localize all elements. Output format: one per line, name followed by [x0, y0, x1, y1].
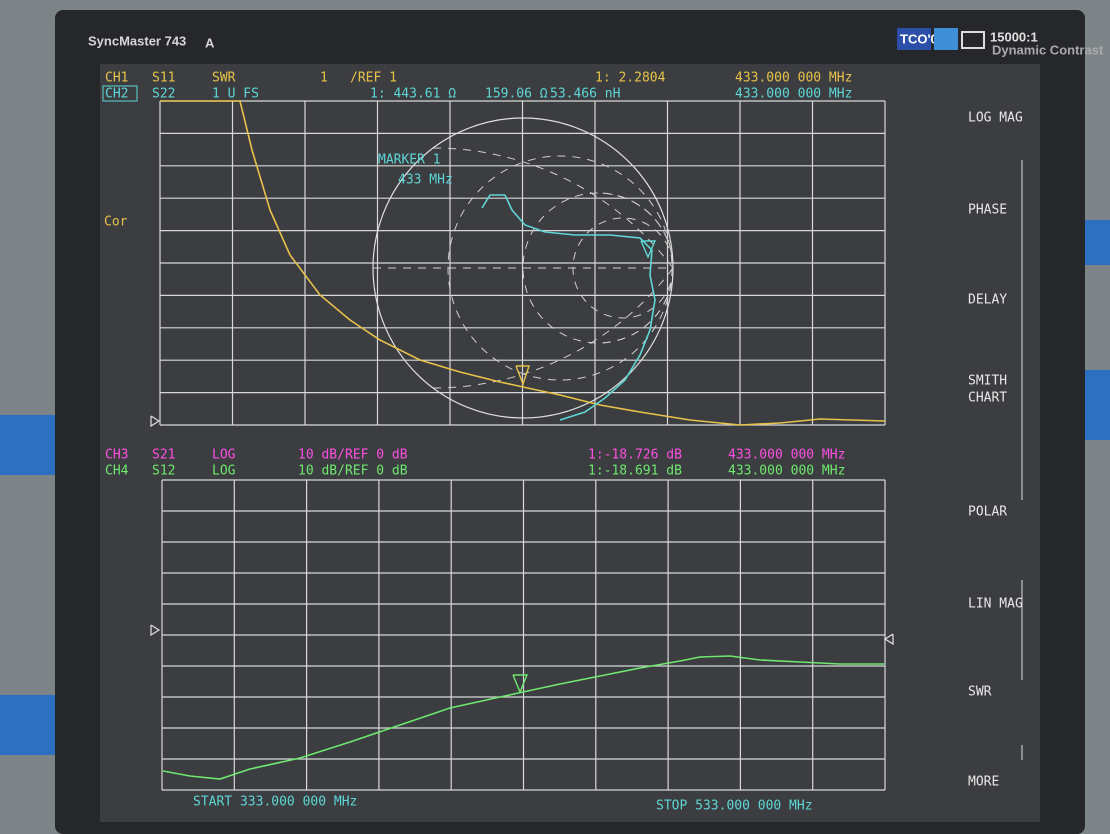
marker-readout: 1:-18.726 dB	[588, 448, 682, 463]
format: LOG	[212, 448, 236, 463]
marker-arrow	[640, 240, 657, 259]
ref: /REF 1	[350, 71, 397, 86]
bin	[0, 415, 60, 475]
ref-arrow	[883, 633, 894, 646]
contrast-caption: Dynamic Contrast	[992, 42, 1104, 57]
softkey-label: MORE	[968, 775, 999, 790]
energy-logo	[934, 28, 958, 50]
brand: SyncMaster 743	[88, 33, 186, 48]
format: LOG	[212, 464, 236, 479]
active-channel-box	[102, 85, 138, 102]
softkey-label: LOG MAG	[968, 111, 1023, 126]
bin	[0, 695, 60, 755]
upper-graticule	[159, 100, 886, 426]
format: 1 U FS	[212, 87, 259, 102]
contrast: 15000:1	[990, 29, 1038, 44]
scale: 1	[320, 71, 328, 86]
softkey-label: SWR	[968, 685, 992, 700]
param: S22	[152, 87, 175, 102]
softkey-label: DELAY	[968, 293, 1007, 308]
cor-flag: Cor	[104, 215, 128, 230]
screen-content: CH1 S11 SWR 1 /REF 1 1: 2.2804 433.000 0…	[102, 71, 1023, 814]
softkey-label: CHART	[968, 391, 1007, 406]
marker-readout: 1: 2.2804	[595, 71, 666, 86]
marker-arrow	[515, 365, 530, 387]
start-frequency: START 333.000 000 MHz	[193, 795, 357, 810]
softkey-label: SMITH	[968, 374, 1007, 389]
contrast-icon	[961, 31, 985, 49]
ref-arrow	[150, 415, 161, 428]
scale: 10 dB/REF 0 dB	[298, 464, 408, 479]
ch1-trace	[160, 100, 886, 426]
marker-frequency: 433 MHz	[398, 173, 453, 188]
frequency: 433.000 000 MHz	[728, 464, 845, 479]
frequency: 433.000 000 MHz	[728, 448, 845, 463]
channel: CH4	[105, 464, 129, 479]
softkey-label: PHASE	[968, 203, 1007, 218]
ref-arrow	[150, 624, 161, 637]
ch3-trace	[162, 655, 884, 780]
channel: CH2	[105, 87, 128, 102]
marker-arrow	[512, 674, 529, 694]
lower-graticule	[161, 479, 886, 791]
screen	[100, 64, 1040, 822]
format: SWR	[212, 71, 236, 86]
param: S11	[152, 71, 175, 86]
brand-suffix: A	[205, 35, 215, 50]
badge-box	[897, 28, 931, 50]
badge: TCO'03	[900, 31, 945, 46]
frequency: 433.000 000 MHz	[735, 71, 852, 86]
ch2-trace	[481, 194, 656, 421]
softkey-label: POLAR	[968, 505, 1007, 520]
frequency: 433.000 000 MHz	[735, 87, 852, 102]
param: S21	[152, 448, 175, 463]
scale: 10 dB/REF 0 dB	[298, 448, 408, 463]
smith-arcs	[373, 117, 674, 419]
param: S12	[152, 464, 175, 479]
marker-title: MARKER 1	[378, 153, 441, 168]
softkey-label: LIN MAG	[968, 597, 1023, 612]
softkey-panel: LOG MAG PHASE DELAY SMITH CHART POLAR LIN MAG S…	[968, 111, 1023, 790]
inductance: 53.466 nH	[550, 87, 620, 102]
stop-frequency: STOP 533.000 000 MHz	[656, 799, 813, 814]
channel: CH3	[105, 448, 128, 463]
channel: CH1	[105, 71, 128, 86]
marker-readout: 1: 443.61 Ω	[370, 87, 456, 102]
reactance: 159.06 Ω	[485, 87, 548, 102]
marker-readout: 1:-18.691 dB	[588, 464, 682, 479]
